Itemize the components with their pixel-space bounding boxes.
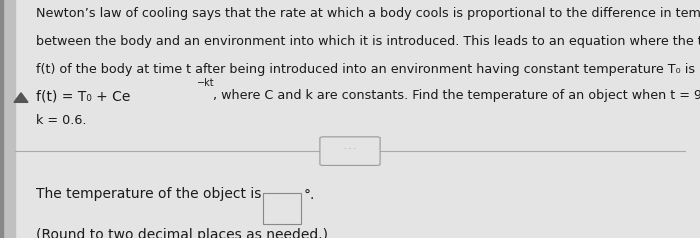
FancyBboxPatch shape [320, 137, 380, 165]
Text: , where C and k are constants. Find the temperature of an object when t = 9 if T: , where C and k are constants. Find the … [213, 89, 700, 102]
Text: (Round to two decimal places as needed.): (Round to two decimal places as needed.) [36, 228, 328, 238]
Text: f(t) = T₀ + Ce: f(t) = T₀ + Ce [36, 89, 131, 103]
Polygon shape [14, 93, 28, 102]
Text: The temperature of the object is: The temperature of the object is [36, 187, 266, 201]
Text: · · ·: · · · [344, 145, 356, 154]
Bar [0, 0, 3, 238]
Text: Newton’s law of cooling says that the rate at which a body cools is proportional: Newton’s law of cooling says that the ra… [36, 7, 700, 20]
Text: °.: °. [304, 188, 315, 202]
Bar [0, 0, 15, 238]
Text: −kt: −kt [197, 78, 215, 88]
Text: k = 0.6.: k = 0.6. [36, 114, 87, 127]
Text: between the body and an environment into which it is introduced. This leads to a: between the body and an environment into… [36, 35, 700, 48]
Text: f(t) of the body at time t after being introduced into an environment having con: f(t) of the body at time t after being i… [36, 63, 696, 76]
FancyBboxPatch shape [262, 193, 301, 224]
